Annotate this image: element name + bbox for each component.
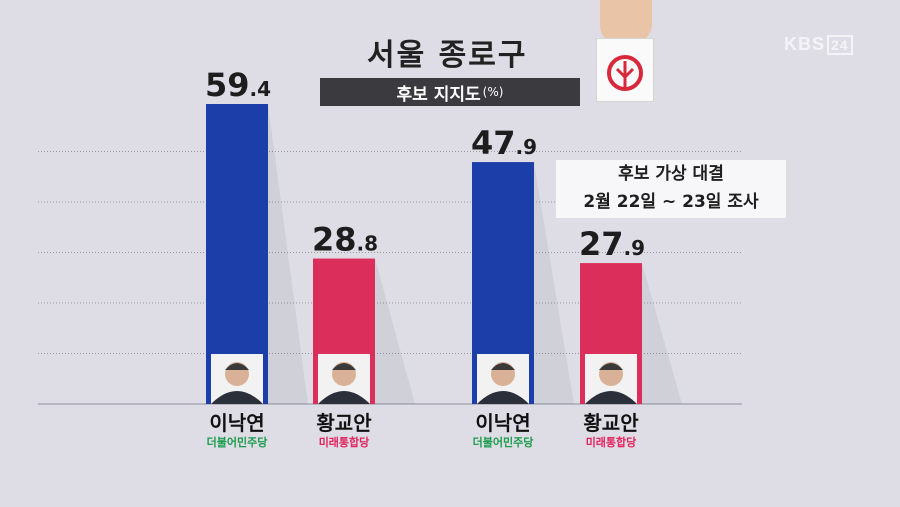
- bar-shadow: [268, 104, 308, 404]
- candidate-name: 이낙연: [209, 411, 264, 435]
- survey-note-line2: 2월 22일 ~ 23일 조사: [583, 192, 759, 212]
- broadcaster-channel: 24: [827, 35, 853, 55]
- chart-title: 서울 종로구: [367, 38, 528, 73]
- chart-subtitle: 후보 지지도 (%): [320, 78, 580, 106]
- candidate-portrait-hair: [332, 363, 356, 370]
- candidate-portrait-hair: [225, 363, 249, 370]
- candidate-name: 이낙연: [475, 411, 530, 435]
- party-name: 더불어민주당: [207, 435, 268, 449]
- ballot-stamp-icon: [607, 55, 643, 91]
- data-label: 47.9: [471, 124, 537, 162]
- subtitle-unit: (%): [482, 85, 504, 99]
- bar-shadow: [642, 263, 682, 404]
- candidate-portrait-suit: [318, 391, 370, 404]
- party-name: 미래통합당: [319, 435, 370, 449]
- candidate-name: 황교안: [316, 411, 372, 435]
- candidate-name: 황교안: [583, 411, 639, 435]
- data-label: 27.9: [579, 225, 645, 263]
- broadcaster-logo: KBS 24: [784, 34, 853, 55]
- party-name: 미래통합당: [586, 435, 637, 449]
- party-name: 더불어민주당: [473, 435, 534, 449]
- candidate-portrait-suit: [585, 391, 637, 404]
- candidate-portrait-hair: [491, 363, 515, 370]
- data-label: 28.8: [312, 221, 378, 259]
- broadcaster-name: KBS: [784, 34, 826, 54]
- survey-note: 후보 가상 대결 2월 22일 ~ 23일 조사: [556, 160, 786, 218]
- bar-shadow: [375, 258, 415, 404]
- data-label: 59.4: [205, 66, 271, 104]
- ballot-card: [596, 38, 654, 102]
- subtitle-text: 후보 지지도: [396, 84, 481, 105]
- hand-icon: [600, 0, 652, 44]
- bar-shadow: [534, 162, 574, 404]
- survey-note-line1: 후보 가상 대결: [618, 164, 724, 184]
- candidate-portrait-suit: [211, 391, 263, 404]
- candidate-portrait-hair: [599, 363, 623, 370]
- candidate-portrait-suit: [477, 391, 529, 404]
